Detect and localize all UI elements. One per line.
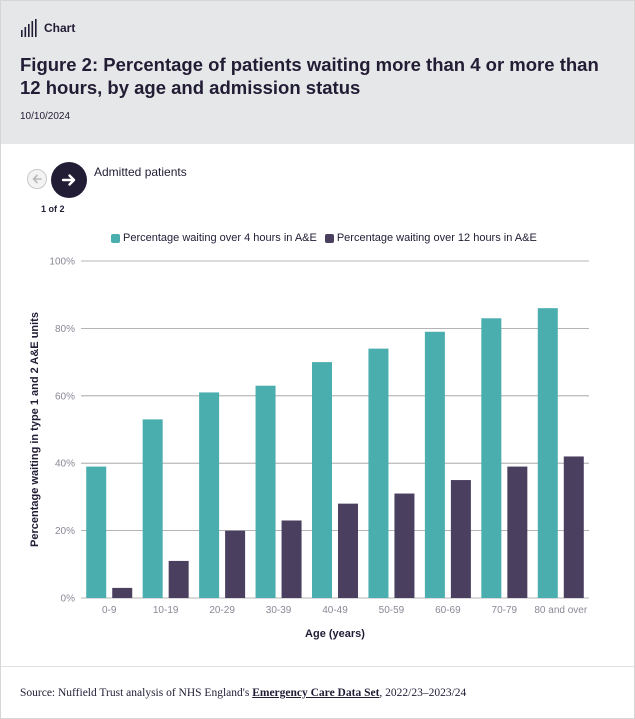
bar-12-hours (112, 587, 133, 598)
bar-4-hours (199, 392, 220, 598)
bar-4-hours (142, 419, 163, 598)
bar-4-hours (255, 385, 276, 598)
bar-12-hours (394, 493, 415, 598)
y-tick-label: 40% (55, 459, 75, 470)
y-axis-title: Percentage waiting in type 1 and 2 A&E u… (29, 312, 41, 547)
bar-4-hours (312, 362, 332, 598)
y-tick-label: 100% (49, 257, 75, 268)
bar-4-hours (368, 348, 389, 598)
x-tick-label: 70-79 (492, 605, 518, 616)
arrow-right-icon (61, 174, 76, 186)
bar-4-hours (86, 466, 107, 598)
y-tick-label: 60% (55, 391, 75, 402)
previous-chart-button[interactable] (27, 169, 47, 189)
footer-divider (1, 666, 634, 667)
source-prefix: Source: Nuffield Trust analysis of NHS E… (20, 687, 253, 699)
next-chart-button[interactable] (51, 162, 87, 198)
x-tick-label: 40-49 (322, 605, 348, 616)
chart-tag-label: Chart (44, 21, 76, 35)
x-tick-label: 80 and over (534, 605, 587, 616)
chart-tag: Chart (20, 19, 75, 37)
bar-12-hours (450, 480, 471, 598)
y-tick-label: 0% (61, 594, 76, 605)
legend-item-4-hours[interactable]: Percentage waiting over 4 hours in A&E (111, 232, 317, 244)
source-link[interactable]: Emergency Care Data Set (252, 687, 380, 699)
legend-item-12-hours[interactable]: Percentage waiting over 12 hours in A&E (324, 232, 537, 244)
bar-12-hours (168, 560, 189, 598)
chart-panel-title: Admitted patients (94, 165, 187, 179)
bar-chart: 0% 20% 40% 60% 80% 100% 0-9 10-19 20-29 30-39 40-4… (29, 257, 589, 640)
y-tick-label: 20% (55, 526, 75, 537)
x-tick-label: 0-9 (102, 605, 117, 616)
chart-legend: Percentage waiting over 4 hours in A&E P… (111, 232, 545, 244)
x-tick-label: 10-19 (153, 605, 179, 616)
x-tick-label: 30-39 (266, 605, 292, 616)
bar-4-hours (481, 318, 502, 598)
x-axis-title: Age (years) (305, 628, 365, 640)
legend-swatch-4-hours (111, 233, 120, 243)
bar-12-hours (338, 503, 358, 598)
source-note: Source: Nuffield Trust analysis of NHS E… (20, 687, 466, 699)
bar-12-hours (225, 530, 246, 598)
legend-swatch-12-hours (324, 233, 334, 243)
carousel-counter: 1 of 2 (41, 204, 65, 214)
x-tick-label: 20-29 (209, 605, 235, 616)
publish-date: 10/10/2024 (20, 111, 71, 122)
bar-12-hours (281, 520, 302, 598)
chart-header: Chart Figure 2: Percentage of patients w… (1, 1, 634, 144)
bar-12-hours (563, 456, 584, 598)
bar-chart-icon (21, 19, 37, 37)
source-suffix: , 2022/23–2023/24 (379, 687, 467, 699)
x-tick-label: 50-59 (379, 605, 405, 616)
legend-label-4-hours: Percentage waiting over 4 hours in A&E (123, 232, 317, 244)
y-tick-label: 80% (55, 324, 75, 335)
legend-label-12-hours: Percentage waiting over 12 hours in A&E (336, 232, 537, 244)
chart-title: Figure 2: Percentage of patients waiting… (20, 54, 599, 98)
bar-12-hours (507, 466, 528, 598)
bar-4-hours (424, 331, 445, 598)
x-tick-label: 60-69 (435, 605, 461, 616)
arrow-left-icon (32, 174, 42, 184)
bar-4-hours (537, 308, 558, 598)
